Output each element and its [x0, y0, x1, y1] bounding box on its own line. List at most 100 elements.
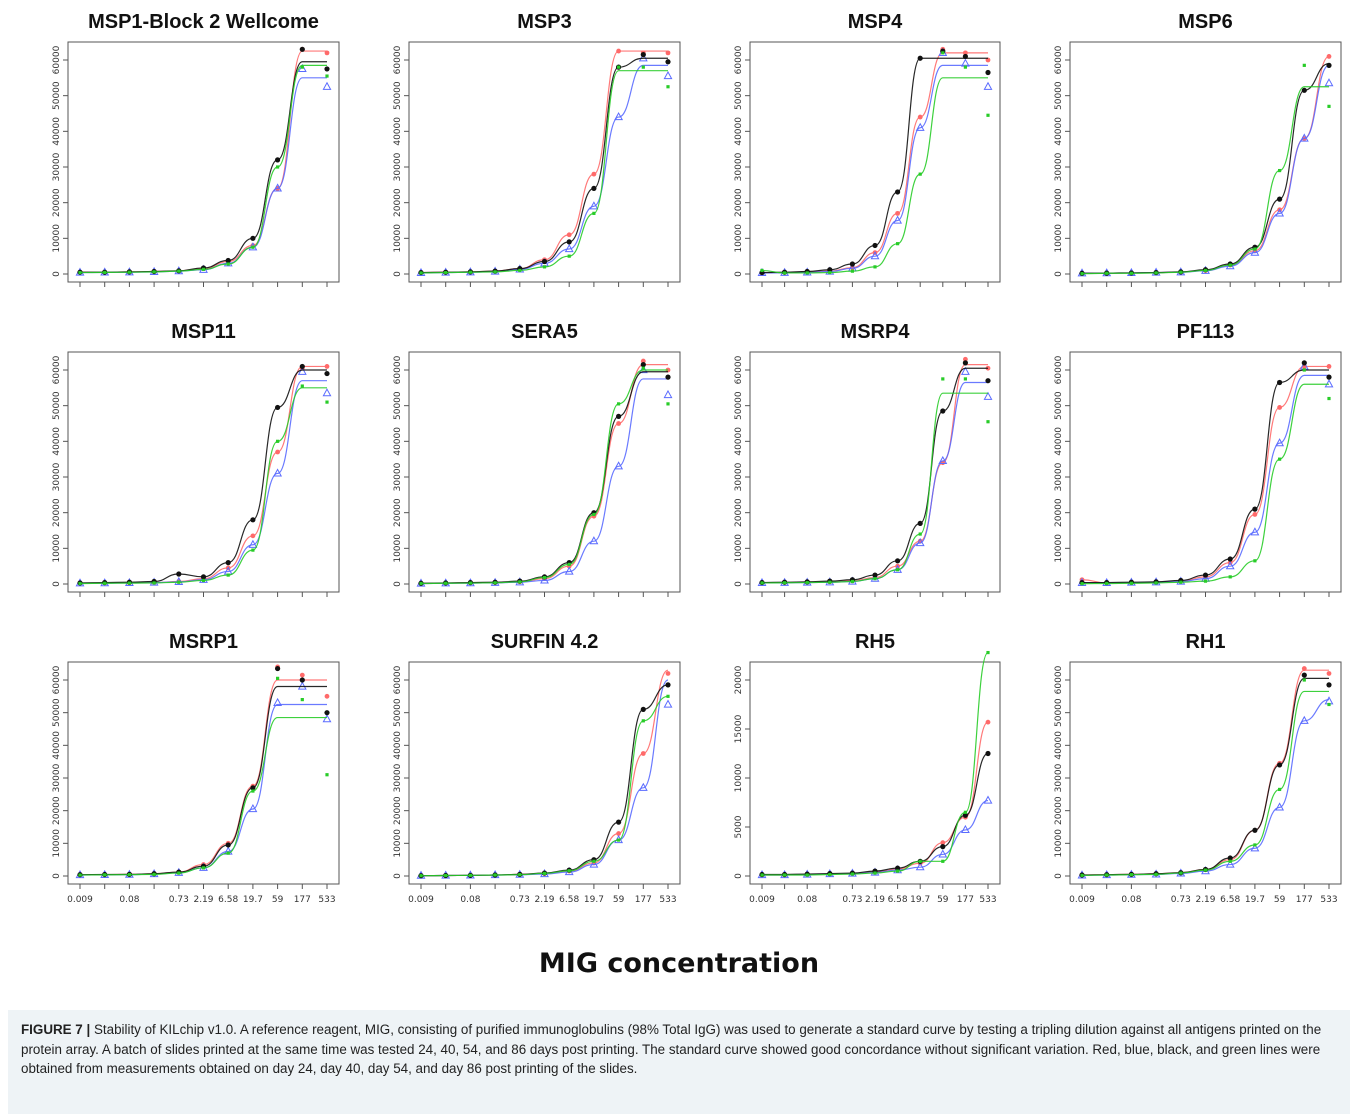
y-tick-label: 20000 [52, 188, 62, 217]
y-tick-label: 10000 [1054, 829, 1064, 858]
series-line-day-86 [1081, 86, 1329, 275]
data-point-day-40 [638, 53, 648, 62]
plot-frame [749, 351, 1001, 593]
y-tick-label: 10000 [52, 534, 62, 563]
data-point-day-54 [324, 66, 330, 72]
x-tick-label: 19.7 [243, 895, 263, 905]
y-tick-label: 40000 [734, 117, 744, 146]
data-point-day-24 [616, 421, 621, 426]
y-tick-label: 50000 [1054, 391, 1064, 420]
data-point-day-54 [1252, 506, 1258, 512]
caption-paragraph: FIGURE 7 | Stability of KILchip v1.0. A … [21, 1020, 1337, 1079]
x-tick-label: 6.58 [559, 895, 579, 905]
chart-panel-msrp1: MSRP1 0 10000 20000 30000 40000 50000 60000 0.00… [52, 631, 340, 905]
series-line-day-86 [420, 70, 668, 274]
data-point-day-54 [962, 53, 968, 60]
data-point-day-54 [250, 235, 256, 241]
x-tick-label: 533 [318, 895, 335, 905]
y-tick-label: 40000 [52, 427, 62, 456]
data-point-day-86 [567, 869, 571, 873]
plot-frame [408, 661, 681, 885]
series-line-day-24 [761, 52, 988, 274]
y-tick-label: 40000 [1054, 731, 1064, 760]
data-point-day-86 [1179, 270, 1183, 274]
chart-title: MSRP1 [169, 631, 238, 653]
data-point-day-40 [1225, 561, 1235, 570]
data-point-day-54 [1277, 196, 1283, 202]
data-point-day-86 [567, 254, 571, 258]
data-point-day-86 [177, 871, 181, 875]
data-point-day-86 [666, 402, 670, 406]
data-point-day-86 [419, 581, 423, 586]
data-point-day-54 [1326, 62, 1332, 68]
y-tick-label: 30000 [734, 462, 744, 491]
x-tick-label: 19.7 [910, 895, 930, 905]
data-point-day-54 [275, 404, 281, 411]
data-point-day-54 [1301, 360, 1307, 366]
data-point-day-54 [1301, 672, 1307, 678]
data-point-day-86 [873, 577, 877, 581]
data-point-day-40 [638, 364, 648, 374]
data-point-day-86 [177, 580, 181, 584]
data-point-day-86 [1278, 457, 1282, 461]
data-point-day-86 [567, 562, 571, 566]
data-point-day-24 [640, 358, 646, 364]
data-point-day-86 [493, 873, 497, 877]
data-point-day-54 [849, 261, 855, 267]
data-point-day-54 [275, 665, 281, 672]
data-point-day-86 [152, 270, 156, 274]
series-line-day-40 [420, 64, 668, 274]
x-tick-label: 0.08 [460, 895, 480, 905]
series-line-day-86 [420, 369, 668, 585]
data-point-day-86 [592, 211, 596, 215]
x-tick-label: 177 [635, 895, 652, 905]
x-tick-label: 19.7 [584, 895, 604, 905]
y-tick-label: 0 [1054, 271, 1064, 277]
data-point-day-40 [1250, 247, 1260, 256]
data-point-day-54 [250, 785, 256, 791]
data-point-day-86 [1228, 575, 1232, 579]
y-tick-label: 50000 [1054, 81, 1064, 110]
data-point-day-40 [322, 388, 332, 397]
data-point-day-40 [915, 122, 925, 131]
chart-panel-msp11: MSP11 0 10000 20000 30000 40000 50000 60000 [52, 321, 340, 597]
data-point-day-86 [1302, 368, 1306, 372]
plot-frame [408, 41, 681, 283]
data-point-day-40 [1324, 379, 1334, 388]
data-point-day-86 [760, 268, 764, 273]
data-point-day-24 [1326, 671, 1332, 676]
data-point-day-54 [1227, 855, 1233, 861]
series-line-day-54 [420, 371, 668, 584]
data-point-day-54 [1202, 572, 1209, 578]
data-point-day-86 [1080, 582, 1084, 586]
data-point-day-54 [324, 710, 330, 716]
data-point-day-54 [640, 706, 646, 712]
data-point-day-54 [250, 517, 256, 523]
y-tick-label: 0 [734, 581, 744, 587]
data-point-day-86 [617, 402, 621, 406]
y-tick-label: 30000 [393, 152, 403, 181]
chart-title: RH1 [1185, 631, 1225, 653]
x-tick-label: 0.73 [1171, 895, 1191, 905]
data-point-day-54 [1277, 762, 1283, 768]
data-point-day-86 [1129, 873, 1133, 877]
data-point-day-86 [419, 874, 423, 878]
series-line-day-54 [762, 752, 989, 876]
data-point-day-54 [1326, 374, 1332, 380]
data-point-day-54 [640, 52, 646, 58]
data-point-day-54 [985, 69, 991, 76]
y-tick-label: 20000 [734, 665, 744, 694]
series-line-day-40 [761, 64, 988, 274]
data-point-day-86 [78, 581, 82, 586]
series-line-day-86 [420, 695, 669, 877]
data-point-day-86 [201, 578, 206, 583]
data-point-day-54 [1252, 827, 1258, 833]
y-tick-label: 40000 [52, 731, 62, 760]
data-point-day-86 [783, 271, 787, 275]
data-point-day-24 [250, 533, 256, 539]
data-point-day-86 [666, 85, 670, 89]
data-point-day-54 [1277, 379, 1283, 386]
data-point-day-86 [963, 377, 967, 381]
y-tick-label: 0 [52, 581, 62, 587]
data-point-day-24 [963, 50, 968, 56]
